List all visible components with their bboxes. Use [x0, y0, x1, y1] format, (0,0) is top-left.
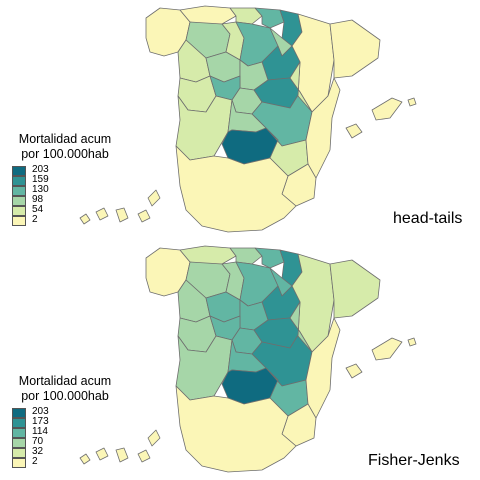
legend-label: 98 [32, 194, 44, 205]
legend-label: 159 [32, 174, 49, 185]
legend-entry: 203 [12, 164, 136, 176]
legend-swatch [12, 448, 26, 458]
legend: Mortalidad acum por 100.000hab 203 159 130… [6, 132, 136, 226]
legend-swatch [12, 186, 26, 196]
legend-entry: 98 [12, 194, 136, 206]
region-andalucia [175, 145, 297, 233]
region-teruel [289, 301, 313, 353]
legend-label: 70 [32, 436, 44, 447]
legend-swatch [12, 166, 26, 176]
legend-entry: 130 [12, 184, 136, 196]
region-valencia [305, 317, 341, 419]
legend-swatches: 203 159 130 98 54 2 [12, 164, 136, 226]
region-cataluna [329, 259, 381, 319]
legend-swatches: 203 173 114 70 32 2 [12, 406, 136, 468]
legend-entry: 70 [12, 436, 136, 448]
legend-entry: 159 [12, 174, 136, 186]
region-cataluna [329, 19, 381, 79]
legend-label: 2 [32, 214, 38, 225]
legend-entry: 173 [12, 416, 136, 428]
legend-label: 114 [32, 426, 48, 437]
legend-title-line2: por 100.000hab [21, 147, 109, 161]
legend-label: 2 [32, 456, 38, 467]
legend-label: 130 [32, 184, 49, 195]
region-canarias [79, 189, 161, 225]
region-baleares [345, 337, 417, 379]
region-andalucia [175, 385, 297, 473]
legend-swatch [12, 196, 26, 206]
legend-label: 173 [32, 416, 49, 427]
legend-swatch [12, 458, 26, 468]
legend: Mortalidad acum por 100.000hab 203 173 114… [6, 374, 136, 468]
legend-label: 54 [32, 204, 44, 215]
legend-title-line1: Mortalidad acum [18, 374, 112, 388]
legend-entry: 32 [12, 446, 136, 458]
legend-entry: 203 [12, 406, 136, 418]
legend-label: 32 [32, 446, 44, 457]
choropleth-map [79, 245, 417, 473]
legend-swatch [12, 418, 26, 428]
classification-method-label: head-tails [393, 210, 463, 227]
region-teruel [289, 61, 313, 113]
legend-swatch [12, 206, 26, 216]
legend-entry: 2 [12, 214, 136, 226]
region-canarias [79, 429, 161, 465]
legend-label: 203 [32, 406, 49, 417]
legend-swatch [12, 216, 26, 226]
region-baleares [345, 97, 417, 139]
classification-method-label: Fisher-Jenks [368, 452, 460, 469]
legend-swatch [12, 438, 26, 448]
choropleth-map [79, 5, 417, 233]
legend-swatch [12, 428, 26, 438]
legend-entry: 114 [12, 426, 136, 438]
legend-label: 203 [32, 164, 49, 175]
region-valencia [305, 77, 341, 179]
map-panel-fisher-jenks: Mortalidad acum por 100.000hab 203 173 114… [0, 240, 480, 480]
legend-swatch [12, 408, 26, 418]
legend-entry: 54 [12, 204, 136, 216]
legend-title-line1: Mortalidad acum [18, 132, 112, 146]
legend-entry: 2 [12, 456, 136, 468]
legend-title-line2: por 100.000hab [21, 389, 109, 403]
legend-swatch [12, 176, 26, 186]
map-panel-head-tails: Mortalidad acum por 100.000hab 203 159 130… [6, 5, 463, 233]
